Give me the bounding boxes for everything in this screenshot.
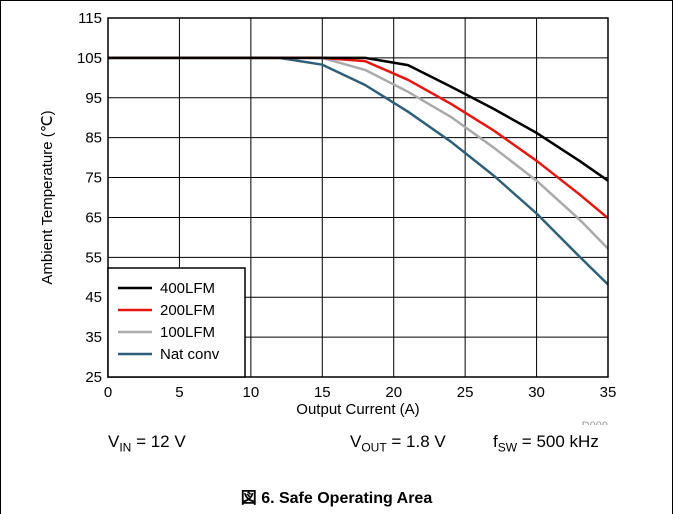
y-tick-label: 115 [78, 10, 102, 27]
legend-label: 200LFM [160, 302, 215, 319]
vin-subscript: IN [119, 440, 132, 455]
fsw-symbol: f [493, 432, 498, 451]
y-tick-label: 95 [85, 90, 102, 107]
x-tick-label: 5 [175, 384, 183, 401]
y-tick-label: 75 [85, 170, 102, 187]
legend-box [107, 267, 246, 378]
y-tick-label: 85 [85, 130, 102, 147]
safe-operating-area-chart: 0 5 10 15 20 25 30 35 25 35 45 55 65 75 85 95 105 115 Amb… [39, 10, 616, 425]
tick-labels: 0 5 10 15 20 25 30 35 25 35 45 55 65 75 85 95 105 115 [77, 10, 616, 401]
legend-label: 400LFM [160, 280, 215, 297]
legend: 400LFM 200LFM 100LFM Nat conv [107, 267, 246, 378]
x-tick-label: 15 [314, 384, 331, 401]
vin-value: = 12 V [131, 432, 186, 451]
x-tick-label: 25 [457, 384, 474, 401]
fsw-value: = 500 kHz [517, 432, 599, 451]
x-tick-label: 30 [528, 384, 545, 401]
series-line-400lfm [108, 56, 609, 182]
x-tick-label: 0 [104, 384, 112, 401]
vin-condition: VIN = 12 V [108, 432, 186, 454]
series-lines [108, 56, 609, 286]
y-tick-label: 25 [85, 369, 102, 386]
vout-symbol: V [350, 432, 362, 451]
series-line-nat-conv [108, 56, 609, 286]
vout-condition: VOUT = 1.8 V [350, 432, 446, 454]
frame-left-border [0, 0, 1, 514]
series-line-100lfm [108, 56, 609, 250]
y-tick-label: 55 [85, 249, 102, 266]
fsw-subscript: SW [497, 440, 518, 455]
x-tick-label: 10 [243, 384, 260, 401]
legend-label: Nat conv [160, 346, 220, 363]
figure-id: D009 [582, 420, 608, 425]
frame-top-border [0, 0, 673, 1]
fsw-condition: fSW = 500 kHz [493, 432, 599, 454]
x-tick-label: 20 [385, 384, 402, 401]
x-axis-label: Output Current (A) [296, 401, 419, 418]
vin-symbol: V [108, 432, 120, 451]
legend-label: 100LFM [160, 324, 215, 341]
y-tick-label: 35 [85, 329, 102, 346]
vout-value: = 1.8 V [386, 432, 446, 451]
x-tick-label: 35 [600, 384, 617, 401]
y-tick-label: 45 [85, 289, 102, 306]
plot-border [107, 17, 609, 378]
figure-caption: 図 6. Safe Operating Area [240, 490, 433, 507]
y-tick-label: 105 [77, 50, 102, 67]
vout-subscript: OUT [361, 440, 387, 455]
y-axis-label: Ambient Temperature (℃) [39, 110, 56, 284]
y-tick-label: 65 [85, 209, 102, 226]
